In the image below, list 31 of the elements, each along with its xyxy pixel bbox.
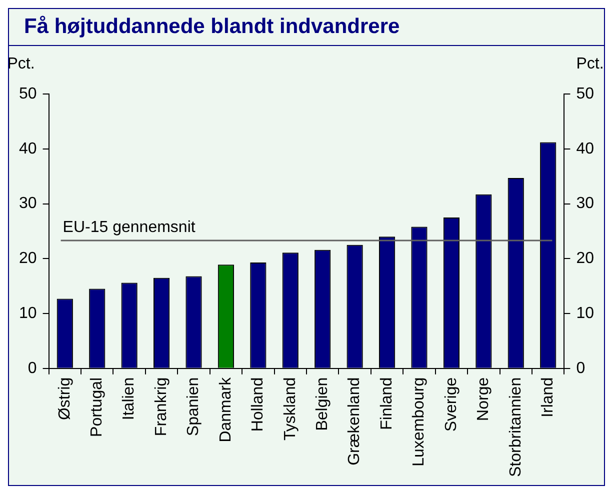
x-tick-label: Storbritannien [507,377,524,478]
y-tick-label: 10 [19,304,37,322]
y-tick-label: 50 [19,85,37,102]
x-tick-label: Østrig [56,377,74,420]
x-tick-label: Holland [250,377,267,432]
x-tick-label: Finland [378,377,396,430]
y2-tick-label: 10 [576,304,594,322]
y2-tick-label: 50 [576,85,594,102]
y-tick-label: 0 [28,360,37,377]
x-tick-label: Portugal [88,377,106,437]
y-tick-label: 30 [19,195,37,212]
x-tick-label: Spanien [185,377,202,436]
y2-tick-label: 0 [576,360,586,377]
x-tick-label: Grækenland [346,377,364,466]
x-tick-label: Danmark [217,376,234,442]
ref-line-label: EU-15 gennemsnit [62,218,196,236]
x-tick-label: Frankrig [152,377,170,436]
x-tick-label: Tyskland [282,377,299,441]
x-tick-label: Norge [475,377,492,421]
y-tick-label: 40 [19,140,37,158]
x-tick-label: Irland [540,377,557,418]
x-tick-label: Sverige [442,377,460,432]
x-tick-label: Italien [120,377,138,420]
x-tick-label: Belgien [314,377,332,431]
y2-axis-title: Pct. [576,55,604,72]
y2-tick-label: 20 [576,250,594,268]
y-tick-label: 20 [19,250,37,268]
y2-tick-label: 30 [576,195,594,212]
x-tick-label: Luxembourg [410,377,428,466]
chart-title: Få højtuddannede blandt indvandrere [9,9,604,46]
y2-tick-label: 40 [576,140,594,158]
